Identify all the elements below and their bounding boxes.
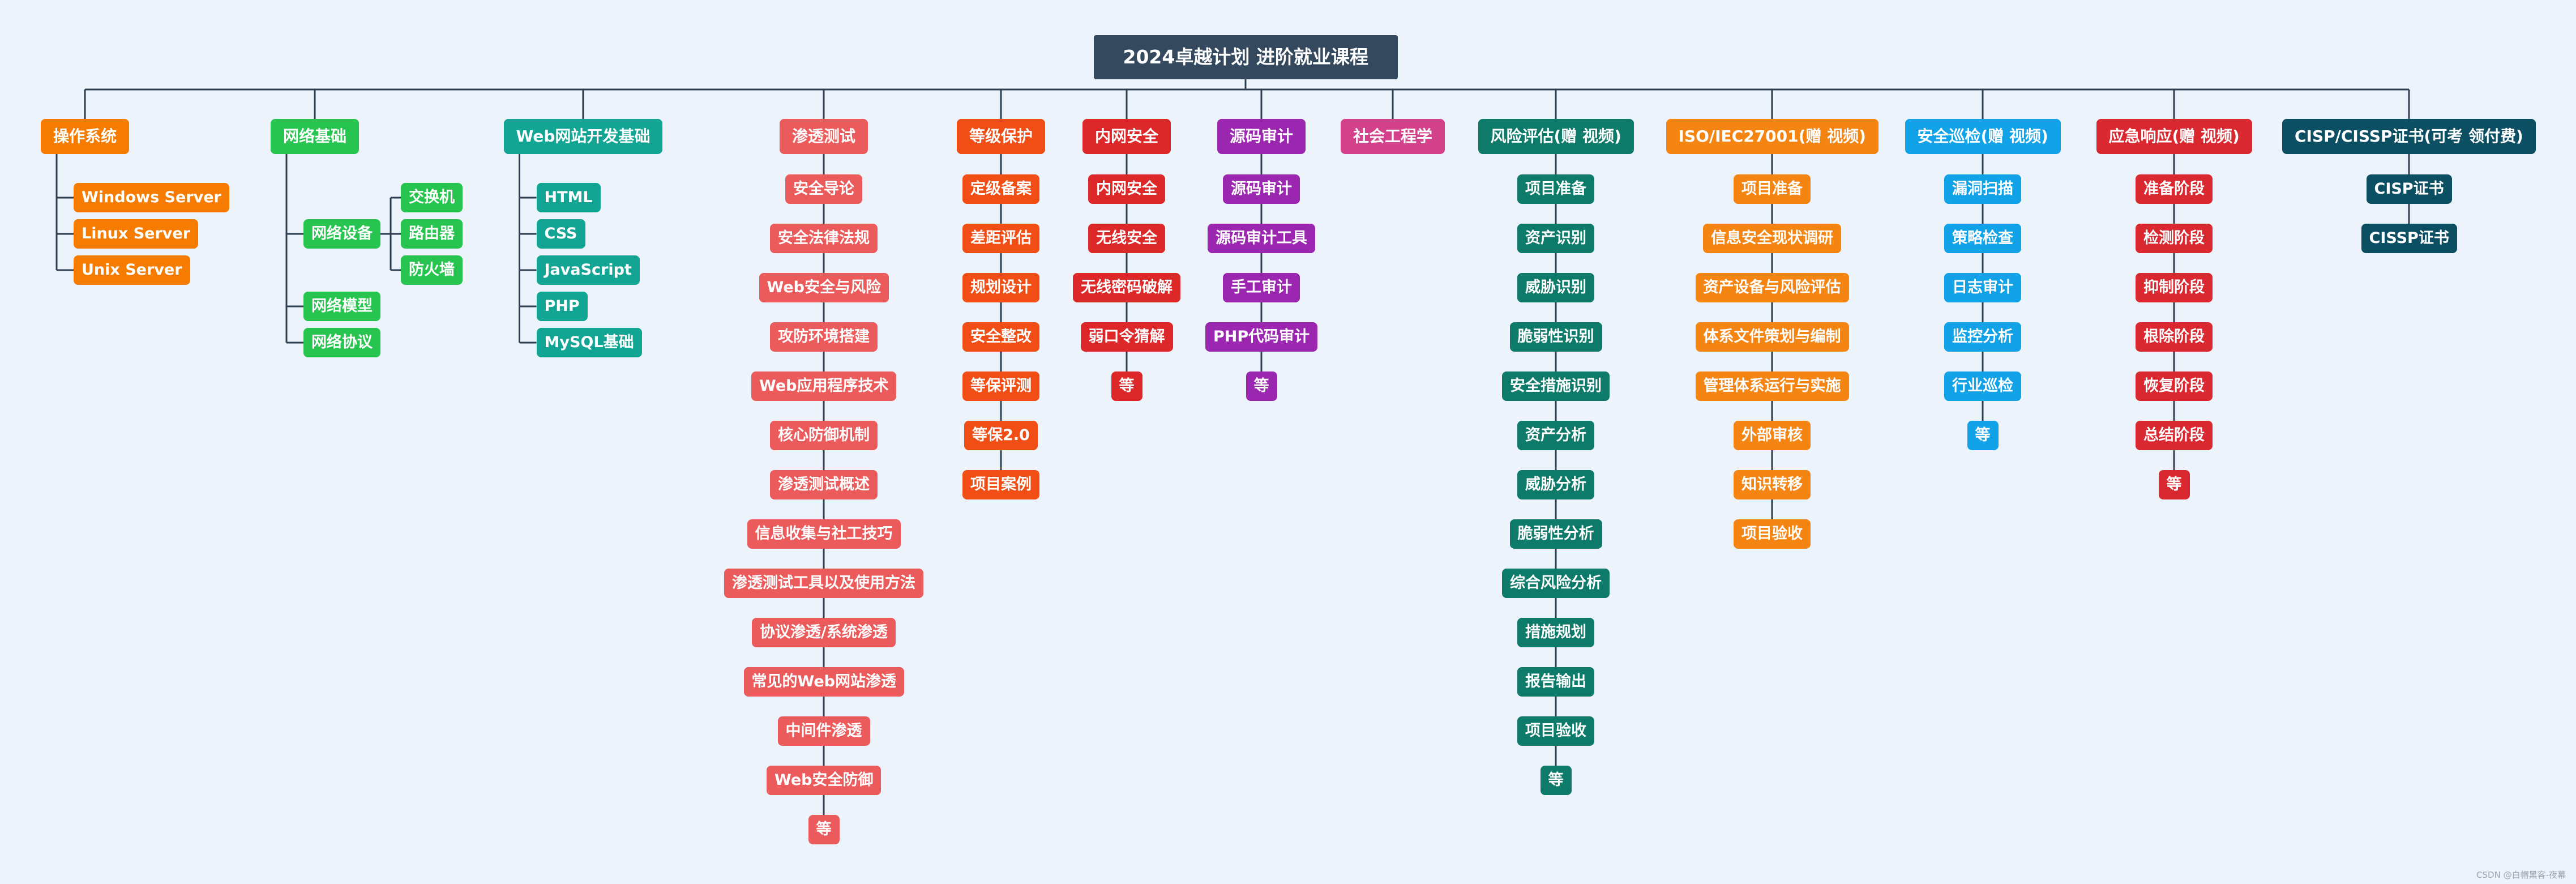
topic-node: 规划设计 bbox=[962, 273, 1039, 302]
topic-node: JavaScript bbox=[536, 255, 640, 285]
topic-node: 网络设备 bbox=[303, 219, 380, 249]
topic-node: PHP代码审计 bbox=[1205, 322, 1318, 352]
category-node: 风险评估(赠 视频) bbox=[1478, 119, 1634, 154]
topic-node: 核心防御机制 bbox=[770, 421, 878, 450]
topic-node: 项目案例 bbox=[962, 470, 1039, 499]
topic-node: 项目准备 bbox=[1517, 174, 1594, 204]
topic-node: Web应用程序技术 bbox=[751, 371, 897, 401]
category-node: 社会工程学 bbox=[1341, 119, 1445, 154]
topic-node: 网络模型 bbox=[303, 292, 380, 321]
topic-node: 网络协议 bbox=[303, 328, 380, 357]
topic-node: 根除阶段 bbox=[2136, 322, 2213, 352]
category-node: 内网安全 bbox=[1082, 119, 1171, 154]
topic-node: 等 bbox=[1967, 421, 1999, 450]
topic-node: 等 bbox=[808, 815, 840, 844]
root-title: 2024卓越计划 进阶就业课程 bbox=[1093, 35, 1398, 79]
category-node: CISP/CISSP证书(可考 领付费) bbox=[2282, 119, 2536, 154]
topic-node: 安全措施识别 bbox=[1502, 371, 1610, 401]
subtopic-node: 防火墙 bbox=[401, 255, 463, 285]
subtopic-node: 交换机 bbox=[401, 183, 463, 212]
topic-node: 措施规划 bbox=[1517, 618, 1594, 647]
topic-node: 总结阶段 bbox=[2136, 421, 2213, 450]
topic-node: 手工审计 bbox=[1223, 273, 1300, 302]
topic-node: 检测阶段 bbox=[2136, 224, 2213, 253]
topic-node: 等 bbox=[2158, 470, 2190, 499]
category-node: 网络基础 bbox=[271, 119, 360, 154]
topic-node: Web安全防御 bbox=[767, 766, 882, 795]
category-node: 源码审计 bbox=[1217, 119, 1306, 154]
topic-node: 攻防环境搭建 bbox=[770, 322, 878, 352]
topic-node: 无线密码破解 bbox=[1073, 273, 1180, 302]
topic-node: Windows Server bbox=[74, 183, 229, 212]
topic-node: 外部审核 bbox=[1734, 421, 1811, 450]
topic-node: 脆弱性识别 bbox=[1509, 322, 1602, 352]
topic-node: 项目验收 bbox=[1517, 716, 1594, 746]
topic-node: 项目准备 bbox=[1734, 174, 1811, 204]
watermark: CSDN @白帽黑客-夜幕 bbox=[2476, 870, 2566, 880]
topic-node: 日志审计 bbox=[1944, 273, 2021, 302]
topic-node: 等 bbox=[1111, 371, 1142, 401]
topic-node: 准备阶段 bbox=[2136, 174, 2213, 204]
topic-node: 抑制阶段 bbox=[2136, 273, 2213, 302]
topic-node: CISSP证书 bbox=[2361, 224, 2457, 253]
topic-node: 弱口令猜解 bbox=[1080, 322, 1173, 352]
topic-node: 安全导论 bbox=[785, 174, 862, 204]
topic-node: 渗透测试工具以及使用方法 bbox=[724, 569, 923, 598]
category-node: Web网站开发基础 bbox=[503, 119, 663, 154]
category-node: 等级保护 bbox=[957, 119, 1046, 154]
topic-node: 威胁分析 bbox=[1517, 470, 1594, 499]
topic-node: 等 bbox=[1540, 766, 1572, 795]
topic-node: Unix Server bbox=[74, 255, 190, 285]
topic-node: 脆弱性分析 bbox=[1509, 519, 1602, 549]
topic-node: 威胁识别 bbox=[1517, 273, 1594, 302]
category-node: 应急响应(赠 视频) bbox=[2096, 119, 2252, 154]
topic-node: HTML bbox=[536, 183, 601, 212]
topic-node: 安全法律法规 bbox=[770, 224, 878, 253]
topic-node: 等保评测 bbox=[962, 371, 1039, 401]
subtopic-node: 路由器 bbox=[401, 219, 463, 249]
topic-node: 源码审计 bbox=[1223, 174, 1300, 204]
topic-node: Linux Server bbox=[74, 219, 199, 249]
category-node: 操作系统 bbox=[41, 119, 130, 154]
topic-node: 中间件渗透 bbox=[777, 716, 870, 746]
topic-node: 安全整改 bbox=[962, 322, 1039, 352]
topic-node: 体系文件策划与编制 bbox=[1695, 322, 1849, 352]
topic-node: 协议渗透/系统渗透 bbox=[752, 618, 896, 647]
topic-node: CSS bbox=[536, 219, 585, 249]
topic-node: 无线安全 bbox=[1088, 224, 1165, 253]
topic-node: 行业巡检 bbox=[1944, 371, 2021, 401]
topic-node: 等 bbox=[1246, 371, 1277, 401]
topic-node: 资产设备与风险评估 bbox=[1695, 273, 1849, 302]
topic-node: 漏洞扫描 bbox=[1944, 174, 2021, 204]
topic-node: Web安全与风险 bbox=[759, 273, 889, 302]
topic-node: 知识转移 bbox=[1734, 470, 1811, 499]
topic-node: 综合风险分析 bbox=[1502, 569, 1610, 598]
topic-node: MySQL基础 bbox=[536, 328, 642, 357]
topic-node: 项目验收 bbox=[1734, 519, 1811, 549]
topic-node: 恢复阶段 bbox=[2136, 371, 2213, 401]
category-node: ISO/IEC27001(赠 视频) bbox=[1666, 119, 1878, 154]
topic-node: CISP证书 bbox=[2366, 174, 2452, 204]
topic-node: 常见的Web网站渗透 bbox=[743, 667, 904, 697]
topic-node: 报告输出 bbox=[1517, 667, 1594, 697]
topic-node: 差距评估 bbox=[962, 224, 1039, 253]
topic-node: 信息安全现状调研 bbox=[1703, 224, 1841, 253]
topic-node: 定级备案 bbox=[962, 174, 1039, 204]
topic-node: 内网安全 bbox=[1088, 174, 1165, 204]
topic-node: 管理体系运行与实施 bbox=[1695, 371, 1849, 401]
topic-node: 渗透测试概述 bbox=[770, 470, 878, 499]
category-node: 安全巡检(赠 视频) bbox=[1905, 119, 2061, 154]
topic-node: 策略检查 bbox=[1944, 224, 2021, 253]
topic-node: 资产分析 bbox=[1517, 421, 1594, 450]
topic-node: PHP bbox=[536, 292, 588, 321]
topic-node: 信息收集与社工技巧 bbox=[747, 519, 901, 549]
topic-node: 监控分析 bbox=[1944, 322, 2021, 352]
topic-node: 资产识别 bbox=[1517, 224, 1594, 253]
topic-node: 源码审计工具 bbox=[1208, 224, 1315, 253]
category-node: 渗透测试 bbox=[780, 119, 868, 154]
topic-node: 等保2.0 bbox=[964, 421, 1038, 450]
